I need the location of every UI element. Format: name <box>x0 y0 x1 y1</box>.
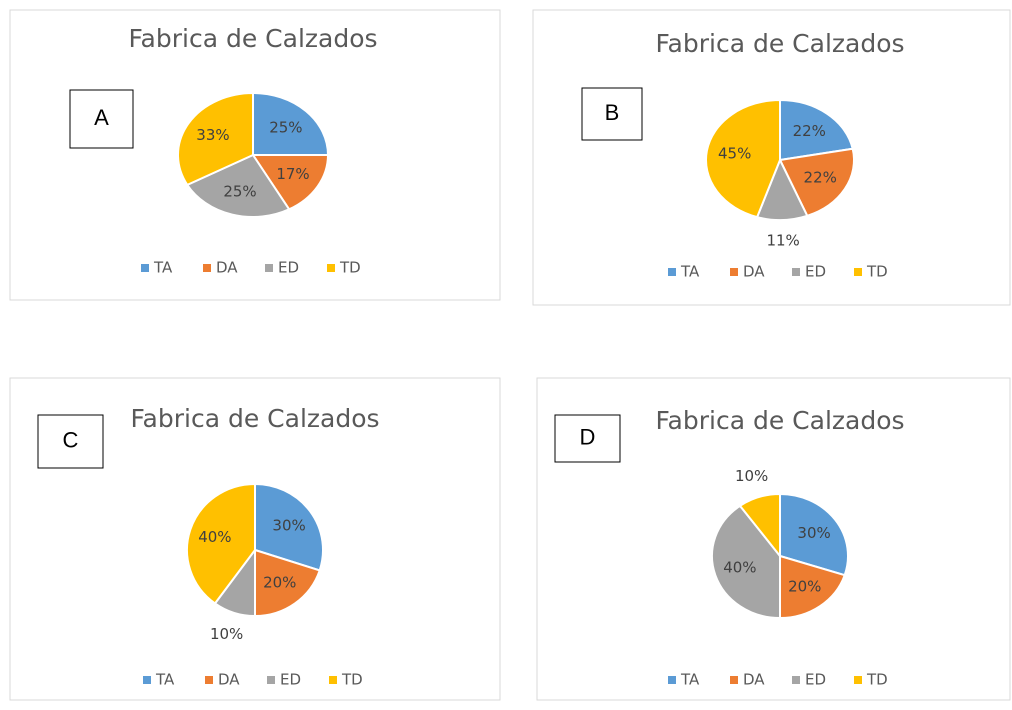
panel-letter-box <box>69 89 134 149</box>
pie-slice <box>251 154 330 211</box>
legend-swatch <box>792 268 800 276</box>
chart-panel: Fabrica de Calzados 30% 20% 40% 10% TA DA ED TD D <box>536 377 1011 701</box>
data-label: 40% <box>723 558 756 576</box>
legend-label: TA <box>155 671 175 689</box>
pie-slice <box>779 554 846 620</box>
legend-label: ED <box>280 671 301 689</box>
data-label: 11% <box>766 231 799 249</box>
legend-swatch <box>668 268 676 276</box>
data-label: 25% <box>269 118 302 136</box>
data-label: 30% <box>272 516 305 534</box>
panel-letter-box <box>37 414 104 469</box>
data-label: 22% <box>793 122 826 140</box>
pie-slice <box>738 492 781 559</box>
legend-swatch <box>730 676 738 684</box>
pie-slice <box>711 504 781 620</box>
data-label: 17% <box>276 165 309 183</box>
legend-label: TA <box>680 263 700 281</box>
chart-title: Fabrica de Calzados <box>655 406 904 435</box>
chart-title: Fabrica de Calzados <box>655 29 904 58</box>
panel-letter: B <box>605 100 620 125</box>
data-label: 22% <box>804 168 837 186</box>
pie-slice <box>705 98 781 219</box>
legend-label: TA <box>153 259 173 277</box>
legend-swatch <box>668 676 676 684</box>
legend-swatch <box>143 676 151 684</box>
legend-swatch <box>730 268 738 276</box>
legend-swatch <box>327 264 335 272</box>
panel-letter-box <box>581 87 643 141</box>
chart-title: Fabrica de Calzados <box>130 404 379 433</box>
legend-label: ED <box>805 671 826 689</box>
legend-label: TD <box>866 671 888 689</box>
data-label: 20% <box>263 574 296 592</box>
legend-swatch <box>792 676 800 684</box>
legend-label: TA <box>680 671 700 689</box>
panel-letter: A <box>94 105 109 130</box>
data-label: 10% <box>210 625 243 643</box>
data-label: 45% <box>718 145 751 163</box>
data-label: 25% <box>223 182 256 200</box>
legend-label: TD <box>341 671 363 689</box>
panel-letter: D <box>580 424 596 449</box>
chart-panel: Fabrica de Calzados 30% 20% 10% 40% TA DA ED TD C <box>9 377 501 701</box>
chart-title: Fabrica de Calzados <box>128 24 377 53</box>
pie-slice <box>185 153 291 218</box>
data-label: 40% <box>198 528 231 546</box>
legend-label: ED <box>805 263 826 281</box>
legend-swatch <box>267 676 275 684</box>
pie-slice <box>779 492 849 577</box>
chart-panel: Fabrica de Calzados 25% 17% 25% 33% TA DA ED TD A <box>9 9 501 301</box>
legend-label: TD <box>866 263 888 281</box>
pie-slice <box>177 91 254 187</box>
panel-letter: C <box>63 427 79 452</box>
legend-label: TD <box>339 259 361 277</box>
pie-slice <box>779 98 854 162</box>
legend-label: DA <box>218 671 240 689</box>
pie-slice <box>254 482 324 572</box>
legend-label: DA <box>743 263 765 281</box>
data-label: 30% <box>797 524 830 542</box>
legend-swatch <box>203 264 211 272</box>
pie-slice <box>186 482 256 605</box>
panel-letter-box <box>554 414 621 463</box>
legend-swatch <box>141 264 149 272</box>
legend-swatch <box>854 268 862 276</box>
data-label: 20% <box>788 578 821 596</box>
data-label: 10% <box>735 467 768 485</box>
chart-panel: Fabrica de Calzados 22% 22% 11% 45% TA DA ED TD B <box>532 9 1011 306</box>
legend-swatch <box>854 676 862 684</box>
legend-swatch <box>205 676 213 684</box>
legend-label: DA <box>743 671 765 689</box>
data-label: 33% <box>196 126 229 144</box>
legend-swatch <box>329 676 337 684</box>
legend-swatch <box>265 264 273 272</box>
pie-slice <box>252 91 330 156</box>
legend-label: DA <box>216 259 238 277</box>
pie-slice <box>254 548 321 618</box>
pie-slice <box>778 147 855 218</box>
legend-label: ED <box>278 259 299 277</box>
